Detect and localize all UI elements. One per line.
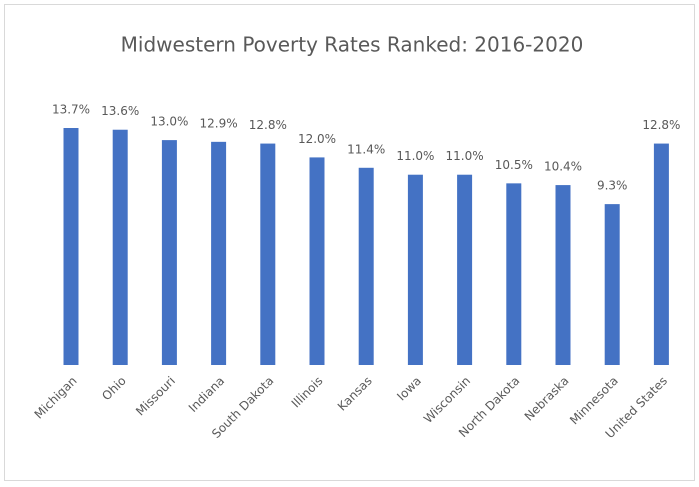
bar [604,204,620,365]
bar [457,174,473,365]
value-label: 11.0% [396,149,434,163]
bar [112,129,128,365]
chart-title: Midwestern Poverty Rates Ranked: 2016-20… [121,33,584,57]
bar [309,157,325,365]
value-label: 11.0% [446,149,484,163]
bar [260,143,276,365]
value-label: 10.5% [495,158,533,172]
value-label: 13.7% [52,103,90,117]
bar [211,141,227,365]
bar [653,143,669,365]
value-label: 13.0% [150,115,188,129]
value-label: 10.4% [544,160,582,174]
value-label: 13.6% [101,104,139,118]
bar [161,140,177,365]
value-label: 12.8% [642,118,680,132]
bar [506,183,522,365]
value-label: 12.0% [298,132,336,146]
value-label: 12.9% [200,116,238,130]
value-label: 12.8% [249,118,287,132]
bar [358,167,374,365]
bar [407,174,423,365]
value-label: 11.4% [347,142,385,156]
value-label: 9.3% [597,179,628,193]
bar [555,185,571,365]
bar [63,128,79,365]
